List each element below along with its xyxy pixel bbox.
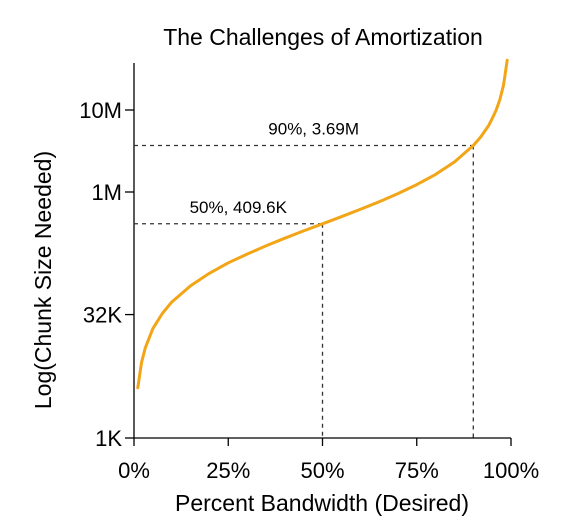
y-tick-label: 10M (79, 98, 122, 123)
y-tick-label: 1K (95, 426, 122, 451)
x-axis-label: Percent Bandwidth (Desired) (175, 490, 469, 516)
x-tick-label: 50% (300, 458, 344, 483)
x-tick-label: 100% (483, 458, 539, 483)
x-tick-label: 75% (395, 458, 439, 483)
x-tick-label: 0% (118, 458, 150, 483)
y-axis-label: Log(Chunk Size Needed) (30, 151, 56, 409)
annotation-label: 50%, 409.6K (190, 198, 288, 217)
annotation-label: 90%, 3.69M (268, 120, 359, 139)
annotations: 50%, 409.6K 90%, 3.69M (190, 120, 359, 217)
y-tick-label: 1M (91, 180, 122, 205)
chart-title: The Challenges of Amortization (163, 24, 483, 50)
x-tick-label: 25% (206, 458, 250, 483)
ticks: 0% 25% 50% 75% 100% 1K 32K 1M 10M (79, 98, 539, 483)
y-tick-label: 32K (83, 303, 122, 328)
series-line (136, 58, 509, 390)
guide-lines (134, 144, 474, 438)
series (136, 58, 509, 390)
